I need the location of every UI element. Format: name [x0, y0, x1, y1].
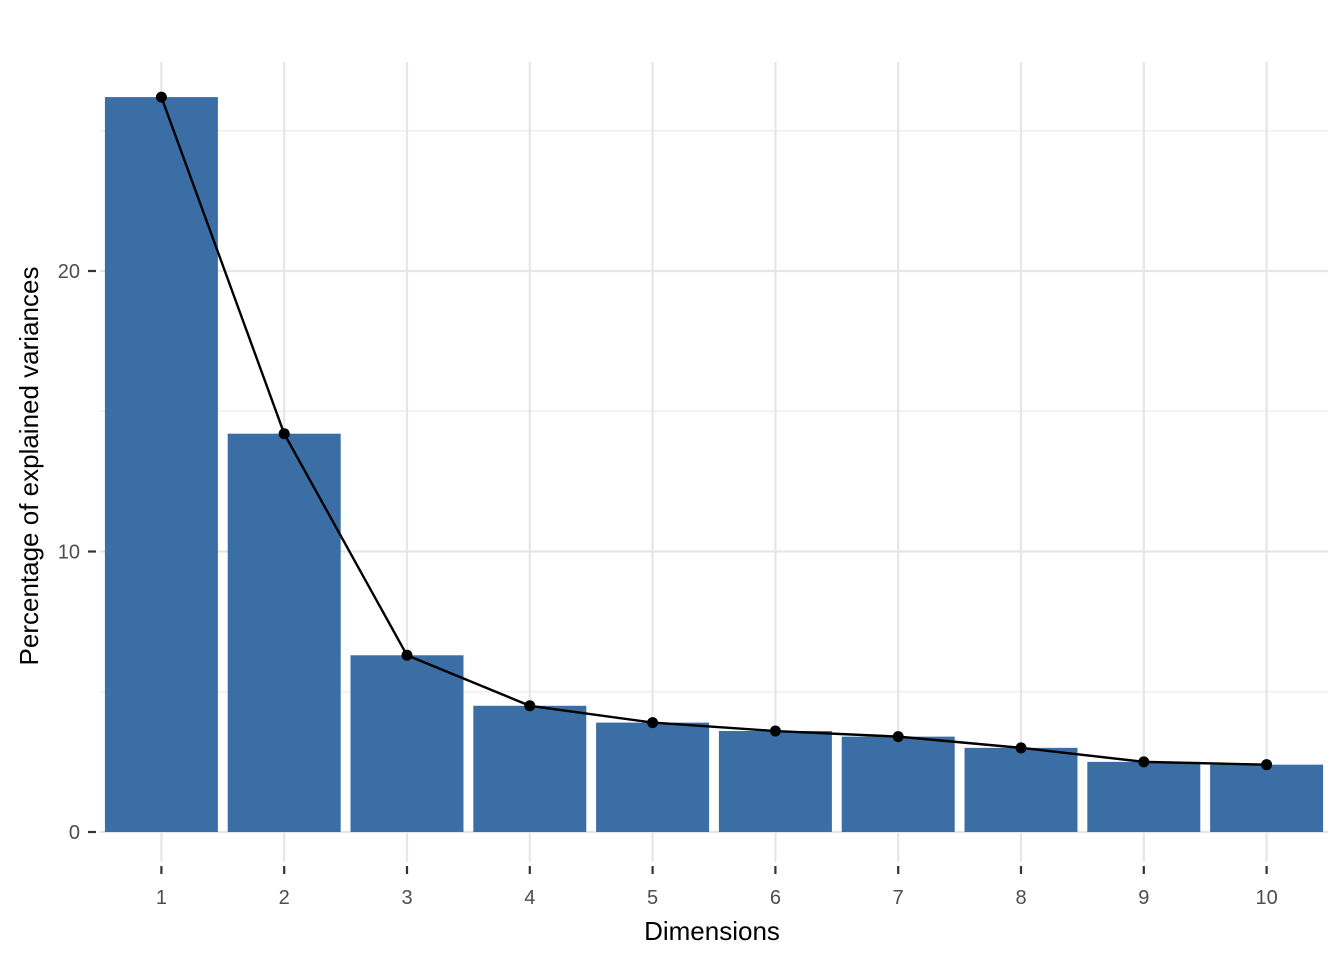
variance-line: [160, 96, 1267, 766]
bar-dim-2: [227, 433, 341, 832]
bar-dim-1: [104, 97, 218, 833]
bar-dim-4: [473, 705, 587, 832]
variance-point-2: [278, 428, 290, 440]
bar-dim-6: [718, 731, 832, 832]
grid-layer: [100, 62, 1328, 862]
variance-point-8: [1015, 742, 1027, 754]
bar-dim-5: [596, 722, 710, 832]
x-tick-label-5: 5: [647, 887, 658, 909]
variance-point-7: [892, 731, 904, 743]
variance-point-1: [155, 91, 167, 103]
x-tick-label-3: 3: [401, 887, 412, 909]
bar-dim-10: [1210, 764, 1324, 832]
bar-dim-9: [1087, 761, 1201, 832]
x-tick-label-10: 10: [1255, 887, 1277, 909]
x-axis-title: Dimensions: [644, 916, 780, 946]
variance-point-5: [647, 717, 659, 729]
bar-dim-7: [841, 736, 955, 832]
x-tick-label-6: 6: [770, 887, 781, 909]
variance-point-10: [1261, 759, 1273, 771]
x-tick-label-4: 4: [524, 887, 535, 909]
variance-point-3: [401, 649, 413, 661]
variance-point-9: [1138, 756, 1150, 768]
x-tick-label-2: 2: [279, 887, 290, 909]
y-tick-label-1: 10: [58, 542, 80, 564]
y-tick-label-2: 20: [58, 261, 80, 283]
axis-layer: 0 10 20 1 2 3 4 5 6 7 8 9 10: [58, 261, 1278, 909]
bar-layer: [104, 97, 1324, 833]
y-axis-title: Percentage of explained variances: [14, 267, 44, 666]
bar-dim-8: [964, 747, 1078, 832]
x-tick-label-9: 9: [1138, 887, 1149, 909]
x-tick-label-8: 8: [1015, 887, 1026, 909]
line-layer: [155, 91, 1273, 771]
x-tick-label-1: 1: [156, 887, 167, 909]
x-tick-label-7: 7: [893, 887, 904, 909]
variance-point-4: [524, 700, 536, 712]
bar-dim-3: [350, 655, 464, 832]
y-tick-label-0: 0: [69, 822, 80, 844]
variance-point-6: [769, 725, 781, 737]
